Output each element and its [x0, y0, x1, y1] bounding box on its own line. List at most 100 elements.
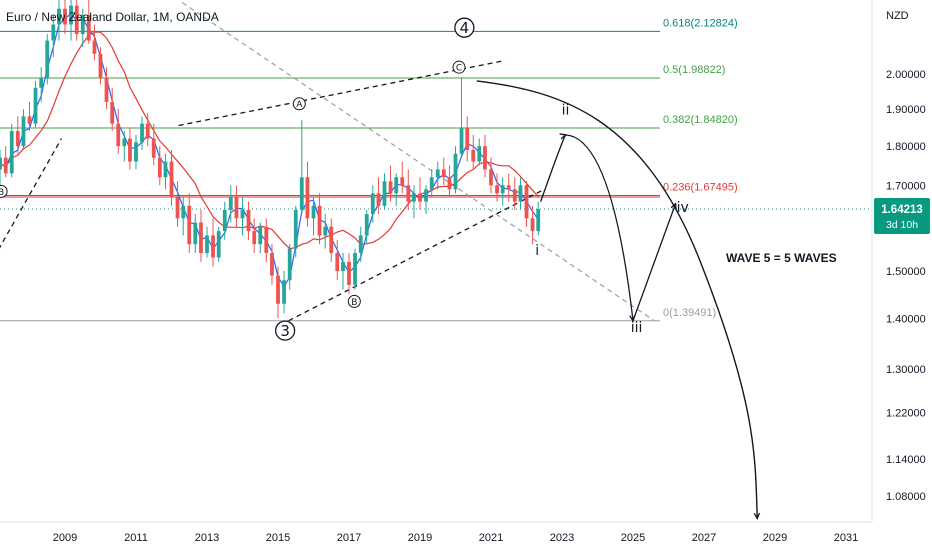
fib-label: 0.382(1.84820) — [663, 114, 738, 126]
candle-body — [80, 14, 85, 35]
fib-label: 0.618(2.12824) — [663, 17, 738, 29]
wave-annotation: WAVE 5 = 5 WAVES — [726, 251, 837, 265]
bar-countdown: 3d 10h — [886, 219, 918, 231]
wave-label: 3 — [280, 322, 290, 340]
price-tick-label: 1.08000 — [886, 491, 926, 503]
arrow-head — [670, 202, 677, 210]
wave-label: i — [535, 243, 539, 259]
candle-body — [412, 193, 416, 202]
candle-body — [276, 275, 280, 304]
time-tick-label: 2029 — [763, 532, 787, 544]
wave-label: 4 — [460, 19, 470, 37]
trendlines-layer — [0, 2, 655, 322]
time-tick-label: 2031 — [834, 532, 858, 544]
candle-body — [459, 127, 464, 154]
time-tick-label: 2027 — [692, 532, 716, 544]
candle-body — [311, 205, 316, 219]
candle-body — [181, 205, 186, 219]
wave5-projection-curve — [476, 80, 758, 519]
price-tick-label: 2.00000 — [886, 69, 926, 81]
candle-body — [86, 14, 91, 41]
wave-label: B — [351, 298, 357, 308]
candle-body — [140, 123, 144, 143]
candle-body — [370, 193, 375, 215]
candle-body — [353, 252, 357, 285]
trendline-dashed — [288, 188, 545, 322]
candle-body — [282, 280, 286, 304]
candle-body — [270, 252, 274, 276]
candle-body — [104, 77, 109, 102]
time-tick-label: 2009 — [53, 532, 77, 544]
candle-body — [228, 197, 233, 210]
candle-body — [9, 131, 14, 174]
candle-body — [465, 127, 470, 150]
candle-body — [216, 231, 221, 258]
wave-label: A — [296, 100, 303, 110]
price-tick-label: 1.90000 — [886, 104, 926, 116]
candle-body — [453, 153, 458, 190]
projection-path — [540, 134, 677, 321]
candle-body — [518, 185, 523, 202]
candle-body — [128, 138, 132, 162]
candle-body — [299, 177, 304, 210]
trendline-gray — [181, 2, 655, 322]
candle-body — [246, 209, 251, 232]
candle-body — [512, 189, 517, 202]
price-tick-label: 1.70000 — [886, 180, 926, 192]
price-tick-label: 1.40000 — [886, 313, 926, 325]
candle-body — [0, 157, 2, 170]
arrow-head — [629, 314, 636, 323]
wave-label: C — [456, 64, 462, 74]
candle-body — [33, 87, 38, 124]
price-axis[interactable]: NZD 2.00000 1.90000 1.80000 1.70000 1.50000 1… — [871, 0, 932, 522]
wave-circle — [454, 17, 475, 38]
candle-body — [222, 209, 227, 232]
candle-body — [21, 116, 26, 147]
candle-body — [145, 123, 150, 139]
fib-label: 0.236(1.67495) — [663, 181, 738, 193]
time-tick-label: 2025 — [621, 532, 645, 544]
candle-body — [400, 177, 405, 186]
wave-circle — [452, 60, 466, 74]
candle-body — [394, 177, 399, 194]
price-tick-label: 1.50000 — [886, 266, 926, 278]
candle-body — [429, 177, 434, 190]
candle-body — [500, 185, 505, 194]
candle-body — [406, 185, 411, 202]
candle-body — [51, 24, 56, 41]
candle-body — [205, 235, 209, 253]
candle-body — [495, 185, 499, 194]
candle-body — [175, 197, 180, 219]
candle-body — [424, 189, 428, 202]
candles-layer — [0, 0, 541, 319]
candle-body — [388, 181, 393, 194]
chart-title: Euro / New Zealand Dollar, 1M, OANDA — [6, 10, 219, 24]
candle-body — [15, 131, 20, 147]
wave-label: B — [0, 188, 4, 198]
candle-body — [264, 226, 269, 253]
candle-body — [358, 235, 363, 253]
candle-body — [418, 193, 422, 202]
candle-body — [199, 222, 203, 253]
price-tick-label: 1.22000 — [886, 408, 926, 420]
candle-body — [110, 101, 115, 124]
candle-body — [441, 169, 446, 178]
candle-body — [134, 142, 138, 162]
candle-body — [305, 177, 310, 219]
price-tick-label: 1.14000 — [886, 454, 926, 466]
candle-body — [27, 116, 32, 124]
wave-label: iii — [631, 320, 643, 336]
candle-body — [116, 123, 121, 147]
candle-body — [364, 214, 369, 236]
candle-body — [506, 185, 511, 190]
price-tick-label: 1.80000 — [886, 141, 926, 153]
candle-body — [329, 226, 334, 253]
price-tick-label: 1.30000 — [886, 364, 926, 376]
candle-body — [323, 226, 328, 236]
time-axis[interactable]: 2009 2011 2013 2015 2017 2019 2021 2023 2025 2027… — [0, 521, 872, 550]
candle-body — [536, 209, 541, 232]
candle-body — [335, 252, 340, 272]
time-tick-label: 2015 — [266, 532, 290, 544]
moving-average-fast — [0, 11, 539, 288]
